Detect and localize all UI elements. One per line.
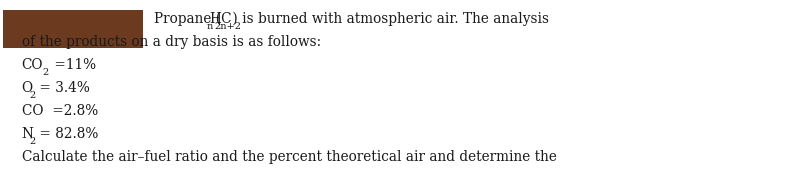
Text: = 3.4%: = 3.4% (35, 81, 90, 95)
Text: ) is burned with atmospheric air. The analysis: ) is burned with atmospheric air. The an… (228, 12, 549, 26)
Text: CO  =2.8%: CO =2.8% (22, 104, 98, 118)
Text: Propane (C: Propane (C (154, 12, 231, 26)
Text: n: n (206, 22, 213, 31)
Text: of the products on a dry basis is as follows:: of the products on a dry basis is as fol… (22, 35, 321, 49)
Text: N: N (22, 127, 34, 141)
Text: 2: 2 (42, 68, 49, 77)
Text: H: H (210, 12, 222, 26)
Text: O: O (22, 81, 33, 95)
Text: 2: 2 (30, 137, 36, 146)
Text: CO: CO (22, 58, 43, 72)
Text: =11%: =11% (50, 58, 96, 72)
Text: 2n+2: 2n+2 (214, 22, 242, 31)
Text: = 82.8%: = 82.8% (35, 127, 98, 141)
Text: 2: 2 (30, 91, 36, 100)
Text: Calculate the air–fuel ratio and the percent theoretical air and determine the: Calculate the air–fuel ratio and the per… (22, 150, 557, 164)
